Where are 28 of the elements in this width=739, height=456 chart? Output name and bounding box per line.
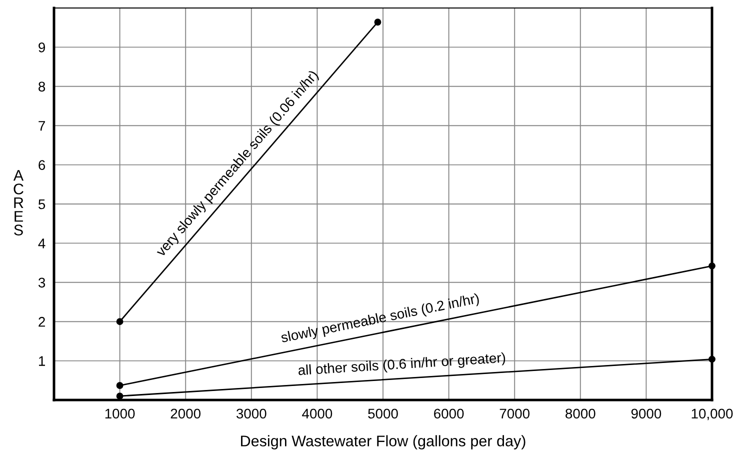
x-tick-label: 6000 [434, 408, 464, 419]
y-tick-label: 5 [38, 199, 46, 210]
y-tick-label: 8 [38, 82, 46, 92]
y-axis-title: ACRES [13, 170, 24, 236]
y-tick-label: 1 [39, 356, 45, 366]
point [116, 318, 124, 326]
x-axis-title: Design Wastewater Flow (gallons per day) [241, 435, 526, 450]
y-tick-label: 7 [38, 121, 45, 131]
point [708, 262, 716, 270]
y-tick-label: 2 [38, 316, 45, 327]
y-tick-label: 3 [38, 278, 46, 288]
y-tick-label: 6 [38, 160, 46, 170]
y-tick-label: 4 [38, 238, 46, 248]
x-tick-label: 9000 [631, 408, 662, 419]
y-tick-label: 9 [38, 42, 46, 52]
x-tick-label: 3000 [236, 408, 266, 419]
point [708, 356, 716, 363]
point [116, 392, 124, 400]
x-tick-label: 1000 [105, 408, 135, 419]
point [374, 18, 382, 26]
x-tick-label: 7000 [500, 408, 530, 419]
x-tick-label: 10,000 [692, 408, 733, 420]
annotation: all other soils (0.6 in/hr or greater) [298, 352, 506, 378]
x-tick-label: 2000 [170, 408, 201, 419]
x-tick-label: 5000 [368, 408, 398, 419]
point [116, 382, 124, 389]
x-tick-label: 4000 [302, 408, 332, 419]
x-tick-label: 8000 [566, 408, 596, 419]
